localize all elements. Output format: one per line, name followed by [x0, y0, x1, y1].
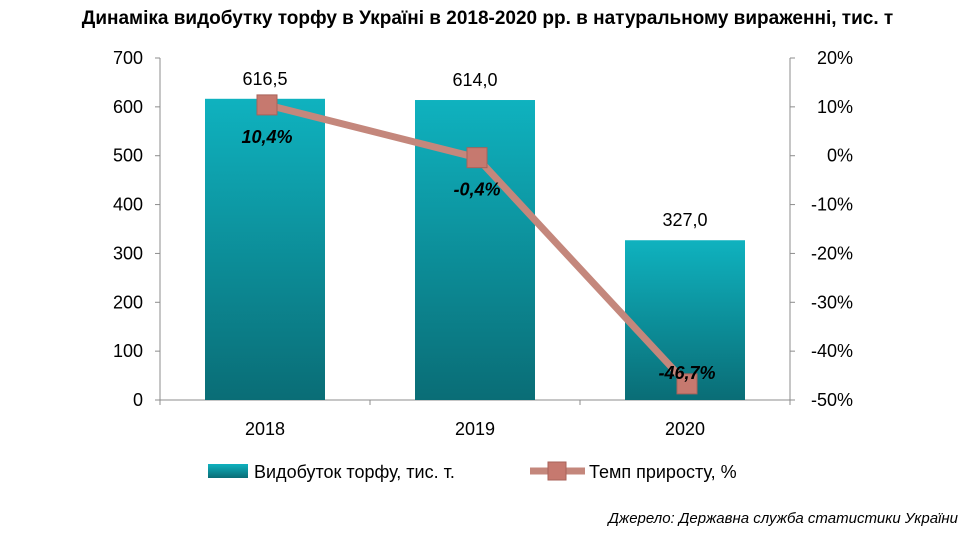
- y-left-tick-label: 200: [113, 292, 143, 312]
- chart-axes: 0 100 200 300 400 500 600 700 -50% -40% -30% -20% -1…: [113, 48, 853, 439]
- bar-2018: [205, 98, 325, 400]
- growth-rate-marker: [676, 373, 698, 395]
- y-left-tick-label: 400: [113, 195, 143, 215]
- y-left-tick-label: 700: [113, 48, 143, 68]
- x-tick-label: 2019: [455, 419, 495, 439]
- growth-rate-label: 10,4%: [241, 127, 292, 147]
- growth-rate-marker: [256, 94, 278, 116]
- bar-series: 616,5 614,0 327,0: [205, 69, 745, 400]
- chart-title: Динаміка видобутку торфу в Україні в 201…: [81, 8, 894, 29]
- y-left-tick-label: 0: [133, 390, 143, 410]
- y-left-tick-label: 600: [113, 97, 143, 117]
- legend-bar-swatch: [208, 464, 248, 478]
- x-tick-label: 2018: [245, 419, 285, 439]
- y-right-tick-label: -10%: [811, 195, 853, 215]
- source-note: Джерело: Державна служба статистики Укра…: [608, 510, 958, 527]
- y-left-tick-label: 100: [113, 341, 143, 361]
- y-right-tick-label: 10%: [817, 97, 853, 117]
- bar-value-label: 616,5: [242, 69, 287, 89]
- y-left-tick-label: 500: [113, 146, 143, 166]
- y-right-tick-label: 0%: [827, 146, 853, 166]
- growth-rate-label: -0,4%: [453, 180, 500, 200]
- y-right-tick-label: 20%: [817, 48, 853, 68]
- growth-rate-marker: [466, 147, 488, 169]
- chart-legend: Видобуток торфу, тис. т. Темп приросту, %: [208, 461, 737, 482]
- y-left-tick-label: 300: [113, 243, 143, 263]
- legend-bar-label: Видобуток торфу, тис. т.: [254, 462, 455, 482]
- y-right-tick-label: -50%: [811, 390, 853, 410]
- y-right-tick-label: -30%: [811, 292, 853, 312]
- bar-value-label: 614,0: [452, 70, 497, 90]
- x-tick-label: 2020: [665, 419, 705, 439]
- y-right-tick-label: -20%: [811, 243, 853, 263]
- line-series: 10,4% -0,4% -46,7%: [241, 94, 716, 395]
- bar-value-label: 327,0: [662, 210, 707, 230]
- legend-line-marker: [547, 461, 567, 481]
- y-right-tick-label: -40%: [811, 341, 853, 361]
- growth-rate-label: -46,7%: [658, 363, 715, 383]
- legend-line-label: Темп приросту, %: [589, 462, 737, 482]
- bar-2020: [625, 240, 745, 400]
